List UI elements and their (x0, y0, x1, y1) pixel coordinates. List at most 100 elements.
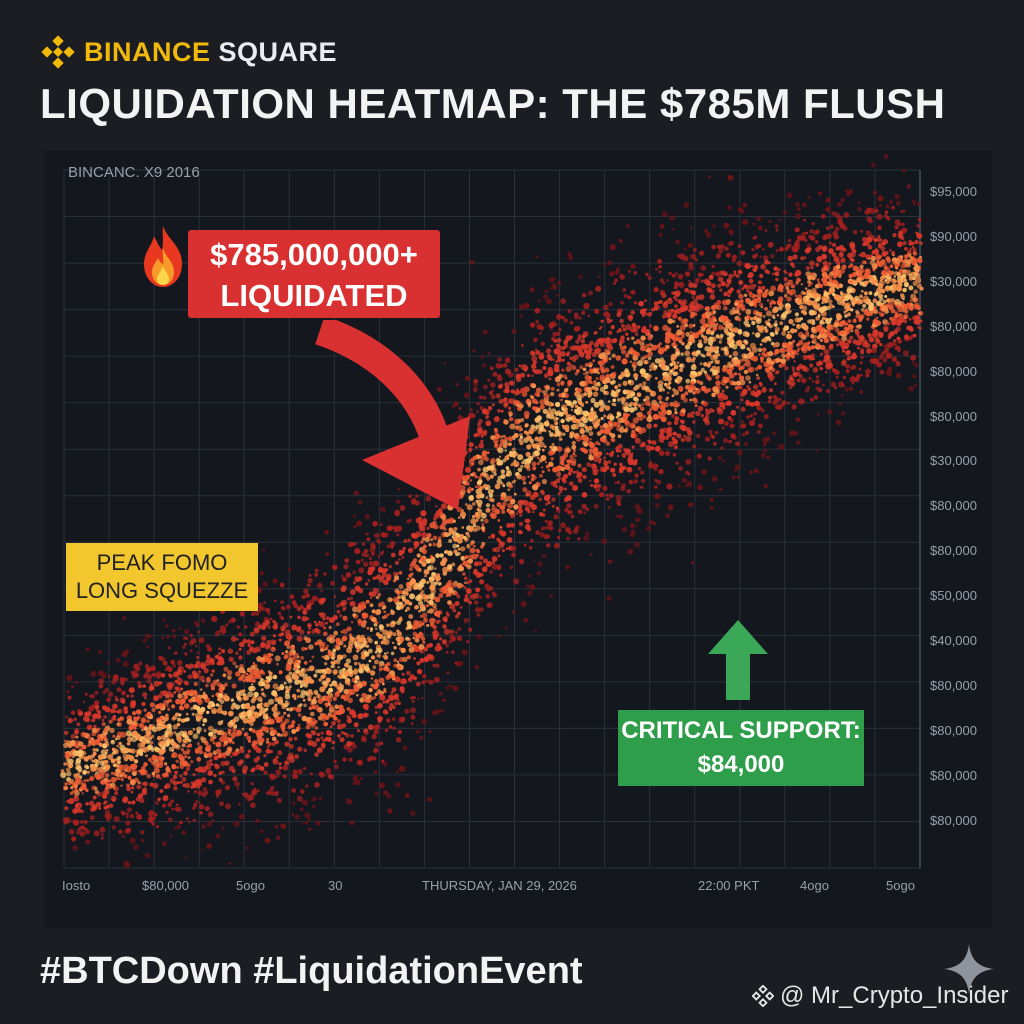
heatmap-point (725, 283, 730, 288)
heatmap-point (464, 594, 469, 598)
heatmap-point (792, 254, 798, 260)
heatmap-point (774, 224, 779, 228)
heatmap-point (456, 537, 463, 544)
heatmap-point (615, 267, 621, 272)
heatmap-point (565, 366, 572, 372)
heatmap-point (371, 609, 376, 614)
heatmap-point (547, 355, 553, 361)
heatmap-point (245, 672, 249, 676)
heatmap-point (457, 627, 462, 631)
heatmap-point (301, 646, 306, 652)
heatmap-point (304, 679, 310, 685)
heatmap-point (621, 358, 628, 365)
heatmap-point (664, 450, 671, 457)
heatmap-point (520, 475, 527, 481)
heatmap-point (733, 270, 737, 274)
heatmap-point (439, 708, 444, 713)
heatmap-point (739, 358, 744, 363)
heatmap-point (476, 613, 481, 617)
heatmap-point (908, 276, 914, 281)
heatmap-point (692, 420, 696, 424)
heatmap-point (658, 346, 662, 351)
heatmap-point (532, 484, 539, 491)
heatmap-point (526, 444, 532, 450)
heatmap-point (783, 277, 788, 282)
heatmap-point (732, 344, 738, 350)
heatmap-point (654, 358, 661, 364)
heatmap-point (705, 324, 709, 327)
heatmap-point (544, 289, 548, 294)
heatmap-point (474, 665, 480, 670)
heatmap-point (680, 352, 684, 356)
heatmap-point (250, 782, 254, 786)
heatmap-point (370, 629, 373, 632)
heatmap-point (324, 530, 329, 535)
heatmap-point (311, 705, 316, 710)
heatmap-point (210, 682, 216, 688)
heatmap-point (367, 566, 372, 571)
heatmap-point (795, 213, 802, 220)
heatmap-point (563, 487, 567, 491)
heatmap-point (432, 535, 438, 541)
heatmap-point (552, 466, 558, 473)
heatmap-point (462, 572, 466, 576)
heatmap-point (312, 804, 316, 808)
heatmap-point (511, 480, 515, 484)
heatmap-point (902, 209, 906, 213)
heatmap-point (308, 665, 315, 672)
heatmap-point (572, 528, 579, 534)
heatmap-point (917, 217, 922, 222)
heatmap-point (297, 746, 303, 752)
heatmap-point (851, 271, 858, 278)
heatmap-point (472, 455, 478, 461)
heatmap-point (207, 770, 214, 776)
heatmap-point (317, 709, 320, 713)
heatmap-point (203, 729, 207, 732)
heatmap-point (83, 779, 87, 783)
heatmap-point (314, 568, 319, 573)
heatmap-point (160, 740, 166, 746)
heatmap-point (146, 678, 152, 684)
heatmap-point (456, 544, 460, 548)
heatmap-point (641, 403, 645, 406)
heatmap-point (389, 702, 394, 707)
brand-name-binance: BINANCE (84, 36, 211, 67)
heatmap-point (144, 696, 147, 700)
heatmap-point (453, 549, 458, 554)
heatmap-point (352, 606, 359, 613)
heatmap-point (527, 590, 533, 596)
heatmap-point (620, 273, 623, 277)
heatmap-point (406, 670, 411, 676)
heatmap-point (204, 806, 210, 812)
heatmap-point (574, 391, 580, 397)
heatmap-point (487, 378, 491, 382)
heatmap-point (637, 403, 642, 408)
heatmap-point (126, 815, 129, 819)
heatmap-point (107, 754, 114, 760)
heatmap-point (67, 695, 72, 700)
heatmap-point (76, 832, 80, 835)
heatmap-point (539, 332, 542, 335)
heatmap-point (538, 299, 541, 302)
heatmap-point (754, 294, 758, 297)
heatmap-point (827, 329, 831, 333)
heatmap-point (464, 375, 471, 382)
heatmap-point (468, 579, 473, 584)
heatmap-point (114, 758, 118, 762)
heatmap-point (388, 695, 395, 702)
heatmap-point (816, 335, 821, 340)
heatmap-point (85, 758, 89, 762)
heatmap-point (280, 823, 287, 830)
heatmap-point (697, 405, 704, 412)
heatmap-point (620, 396, 627, 403)
heatmap-point (272, 730, 278, 735)
heatmap-point (538, 441, 545, 448)
heatmap-point (225, 623, 229, 627)
heatmap-point (912, 298, 917, 303)
heatmap-point (91, 674, 94, 678)
heatmap-point (863, 260, 867, 265)
heatmap-point (200, 848, 204, 852)
heatmap-point (761, 285, 766, 290)
heatmap-point (496, 537, 500, 542)
heatmap-point (789, 328, 796, 334)
